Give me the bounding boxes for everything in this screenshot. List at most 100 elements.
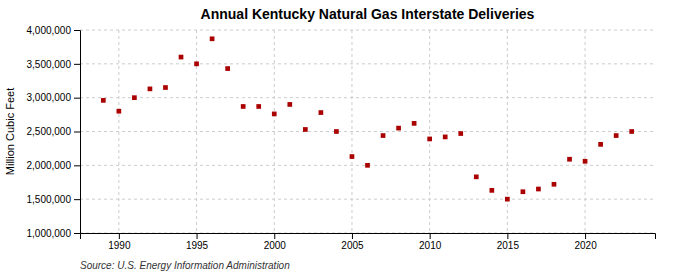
- y-axis: 1,000,000 1,500,000 2,000,000 2,500,000 3,00…: [27, 25, 81, 239]
- grid-line-x: [196, 30, 197, 233]
- point: [614, 133, 619, 138]
- point: [474, 174, 479, 179]
- y-tick-label: 2,000,000: [27, 160, 72, 171]
- chart-container: 1990 1995 2000 2005 2010 2015 2020 1,000,000 1,5…: [0, 0, 675, 275]
- y-tick: 4,000,000: [27, 25, 81, 36]
- y-tick-mark: [74, 233, 80, 234]
- y-tick: 1,000,000: [27, 228, 81, 239]
- title: Annual Kentucky Natural Gas Interstate D…: [201, 6, 535, 22]
- x-tick-label: 2015: [497, 240, 520, 251]
- point: [552, 182, 557, 187]
- point: [505, 197, 510, 202]
- y-tick: 1,500,000: [27, 194, 81, 205]
- x-tick-label: 1995: [186, 240, 209, 251]
- y-tick-label: 3,500,000: [27, 59, 72, 70]
- y-axis-title: Million Cubic Feet: [4, 88, 16, 175]
- y-tick: 3,500,000: [27, 59, 81, 70]
- x-tick-mark: [352, 233, 353, 239]
- point: [225, 66, 230, 71]
- y-tick: 2,000,000: [27, 160, 81, 171]
- y-tick-label: 2,500,000: [27, 126, 72, 137]
- point: [179, 55, 184, 60]
- point: [210, 36, 215, 41]
- point: [303, 127, 308, 132]
- y-tick: 2,500,000: [27, 126, 81, 137]
- point: [241, 104, 246, 109]
- grid-line-x: [274, 30, 275, 233]
- x-tick-mark: [197, 233, 198, 239]
- point: [256, 104, 261, 109]
- point: [489, 188, 494, 193]
- x-tick-mark: [585, 233, 586, 239]
- x-tick: 1990: [108, 233, 131, 251]
- point: [194, 61, 199, 66]
- x-axis: 1990 1995 2000 2005 2010 2015 2020: [81, 233, 656, 251]
- grid-line-y: [80, 131, 655, 132]
- point: [148, 87, 153, 92]
- point: [567, 157, 572, 162]
- y-tick-mark: [74, 199, 80, 200]
- annotation: Source: U.S. Energy Information Administ…: [80, 260, 290, 271]
- y-tick-mark: [74, 165, 80, 166]
- y-tick-label: 1,500,000: [27, 194, 72, 205]
- x-axis-line: [81, 234, 656, 240]
- x-tick-label: 1990: [108, 240, 131, 251]
- point: [536, 187, 541, 192]
- point: [396, 126, 401, 131]
- x-tick-mark: [274, 233, 275, 239]
- y-tick-mark: [74, 64, 80, 65]
- grid: [80, 30, 655, 233]
- grid-line-x: [507, 30, 508, 233]
- point: [163, 85, 168, 90]
- x-tick-mark: [430, 233, 431, 239]
- point: [132, 95, 137, 100]
- x-tick: 2000: [264, 233, 287, 251]
- x-tick-label: 2020: [574, 240, 597, 251]
- point: [272, 112, 277, 117]
- point: [365, 163, 370, 168]
- chart-svg: 1990 1995 2000 2005 2010 2015 2020 1,000,000 1,5…: [0, 0, 675, 275]
- x-tick-label: 2005: [341, 240, 364, 251]
- point: [427, 137, 432, 142]
- grid-line-y: [80, 30, 655, 31]
- grid-line-y: [80, 97, 655, 98]
- x-tick-label: 2000: [264, 240, 287, 251]
- point: [458, 131, 463, 136]
- y-tick-label: 1,000,000: [27, 228, 72, 239]
- x-tick-label: 2010: [419, 240, 442, 251]
- x-tick-mark: [119, 233, 120, 239]
- y-tick: 3,000,000: [27, 92, 81, 103]
- point: [101, 98, 106, 103]
- point: [443, 135, 448, 140]
- point: [412, 121, 417, 126]
- grid-line-x: [118, 30, 119, 233]
- points: [101, 36, 634, 201]
- grid-line-y: [80, 199, 655, 200]
- x-tick: 2005: [341, 233, 364, 251]
- point: [583, 159, 588, 164]
- y-tick-mark: [74, 98, 80, 99]
- y-tick-label: 4,000,000: [27, 25, 72, 36]
- point: [287, 102, 292, 107]
- x-tick: 2020: [574, 233, 597, 251]
- y-tick-mark: [74, 132, 80, 133]
- point: [629, 129, 634, 134]
- grid-line-x: [351, 30, 352, 233]
- x-tick: 2010: [419, 233, 442, 251]
- point: [381, 133, 386, 138]
- grid-line-x: [585, 30, 586, 233]
- y-axis-line: [74, 31, 81, 234]
- point: [117, 109, 122, 114]
- point: [334, 129, 339, 134]
- point: [521, 189, 526, 194]
- point: [319, 110, 324, 115]
- point: [350, 154, 355, 159]
- y-tick-mark: [74, 30, 80, 31]
- x-tick: 1995: [186, 233, 209, 251]
- grid-line-x: [429, 30, 430, 233]
- x-tick-mark: [507, 233, 508, 239]
- y-tick-label: 3,000,000: [27, 92, 72, 103]
- x-tick: 2015: [497, 233, 520, 251]
- grid-line-y: [80, 63, 655, 64]
- point: [598, 142, 603, 147]
